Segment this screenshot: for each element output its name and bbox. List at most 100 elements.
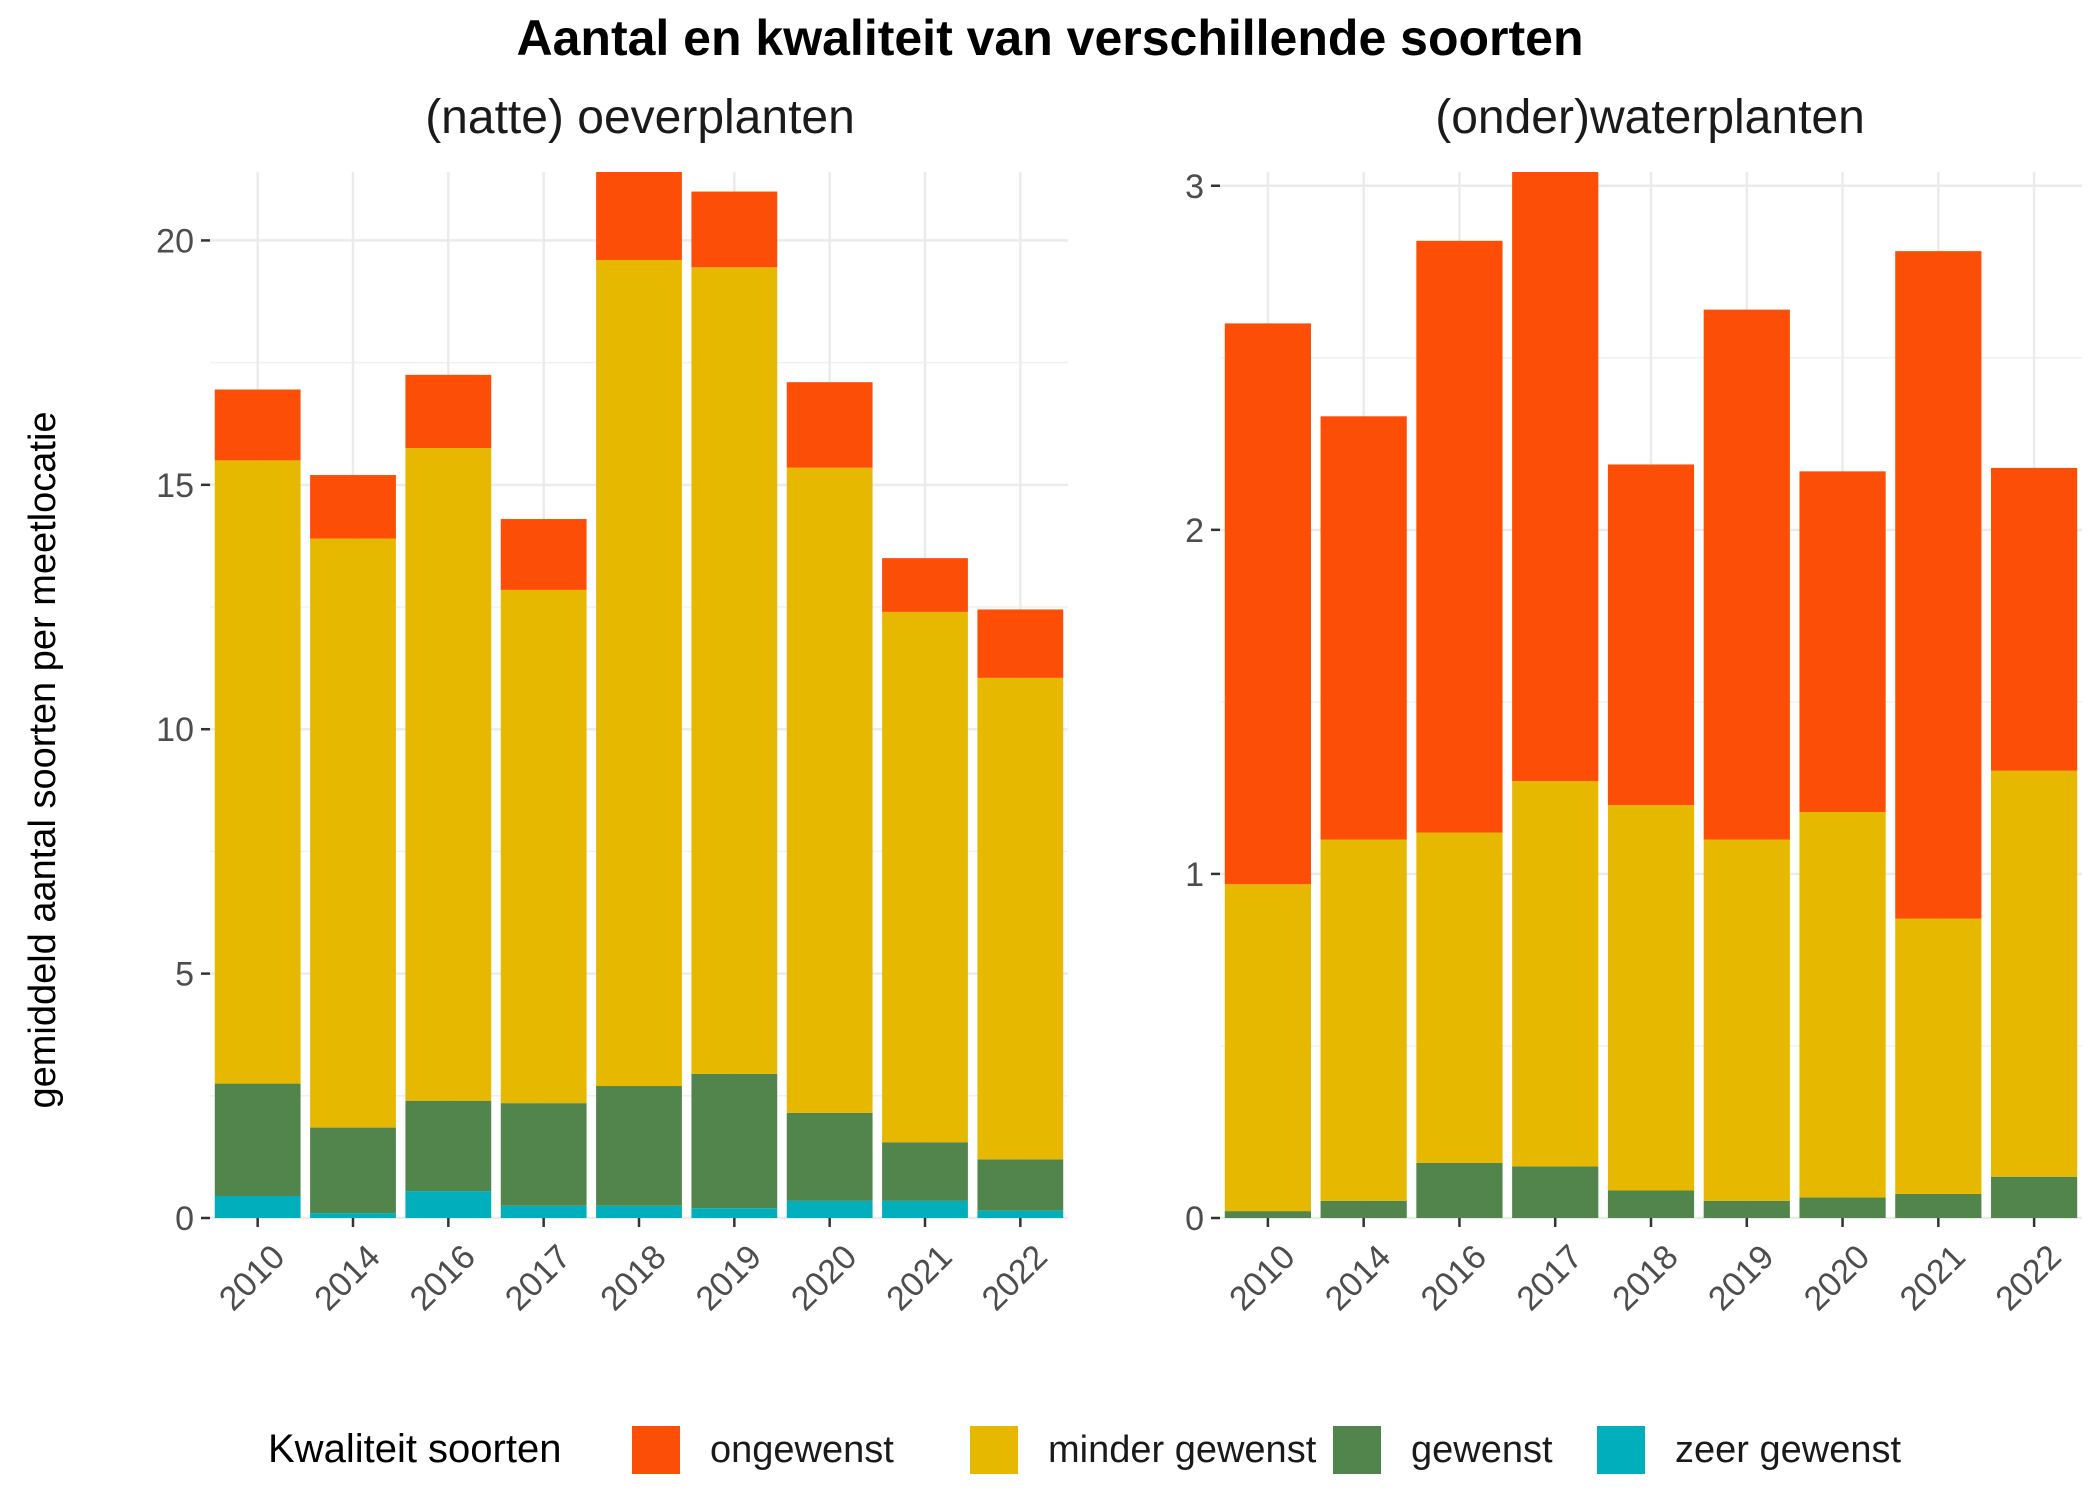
panel-1: (natte) oeverplanten 0 5 10 15 20 2010 2014 2016… <box>156 91 1068 1318</box>
legend-item-gewenst: gewenst <box>1333 1426 1553 1474</box>
legend-label: zeer gewenst <box>1675 1429 1901 1471</box>
bar-zeer-gewenst-2020 <box>786 1200 873 1218</box>
panel-1-x-axis: 2010 2014 2016 2017 2018 2019 2020 2021 2022 <box>212 1218 1055 1318</box>
legend-label: minder gewenst <box>1048 1429 1317 1471</box>
y-tick-label: 0 <box>1185 1200 1204 1238</box>
x-tick-label: 2017 <box>1509 1238 1589 1318</box>
bar-minder-gewenst-2021 <box>882 611 968 1143</box>
x-tick-label: 2016 <box>1414 1238 1494 1318</box>
bar-gewenst-2020 <box>786 1112 873 1201</box>
bar-gewenst-2019 <box>1703 1200 1790 1218</box>
panel-1-bars <box>214 172 1064 1218</box>
x-tick-label: 2010 <box>1222 1238 1302 1318</box>
bar-gewenst-2017 <box>500 1103 587 1206</box>
bar-ongewenst-2019 <box>1703 309 1790 840</box>
bar-minder-gewenst-2018 <box>596 259 682 1087</box>
bar-ongewenst-2022 <box>1991 467 2078 771</box>
legend-item-ongewenst: ongewenst <box>632 1426 894 1474</box>
bar-zeer-gewenst-2021 <box>882 1200 968 1218</box>
x-tick-label: 2018 <box>593 1238 673 1318</box>
bar-ongewenst-2014 <box>310 475 396 539</box>
bar-zeer-gewenst-2022 <box>977 1210 1064 1218</box>
x-tick-label: 2021 <box>879 1238 959 1318</box>
bar-ongewenst-2021 <box>882 558 968 612</box>
y-tick-label: 3 <box>1185 168 1204 206</box>
bar-ongewenst-2010 <box>214 389 301 461</box>
legend-item-minder-gewenst: minder gewenst <box>970 1426 1317 1474</box>
x-tick-label: 2019 <box>1701 1238 1781 1318</box>
x-tick-label: 2020 <box>1797 1238 1877 1318</box>
legend-swatch <box>1597 1426 1645 1474</box>
chart-title: Aantal en kwaliteit van verschillende so… <box>516 10 1583 66</box>
bar-minder-gewenst-2014 <box>310 538 396 1128</box>
legend-label: gewenst <box>1411 1429 1553 1471</box>
bar-gewenst-2020 <box>1799 1197 1886 1218</box>
bar-ongewenst-2022 <box>977 609 1064 678</box>
y-tick-label: 20 <box>156 222 194 260</box>
bar-minder-gewenst-2020 <box>1799 811 1886 1198</box>
bar-gewenst-2022 <box>977 1159 1064 1211</box>
y-tick-label: 10 <box>156 711 194 749</box>
x-tick-label: 2014 <box>307 1238 387 1318</box>
bar-ongewenst-2014 <box>1320 416 1407 840</box>
x-tick-label: 2022 <box>975 1238 1055 1318</box>
bar-gewenst-2018 <box>596 1086 682 1206</box>
bar-minder-gewenst-2014 <box>1320 839 1407 1201</box>
bar-ongewenst-2016 <box>1416 240 1503 833</box>
bar-ongewenst-2017 <box>1512 172 1599 782</box>
bar-gewenst-2018 <box>1607 1190 1695 1218</box>
x-tick-label: 2022 <box>1988 1238 2068 1318</box>
x-tick-label: 2020 <box>784 1238 864 1318</box>
bar-minder-gewenst-2019 <box>691 267 778 1074</box>
bar-zeer-gewenst-2010 <box>214 1196 301 1218</box>
y-tick-label: 5 <box>175 956 194 994</box>
bar-zeer-gewenst-2019 <box>691 1208 778 1218</box>
bar-gewenst-2022 <box>1991 1176 2078 1218</box>
bar-minder-gewenst-2018 <box>1607 805 1695 1191</box>
bar-gewenst-2021 <box>882 1142 968 1201</box>
y-tick-label: 0 <box>175 1200 194 1238</box>
legend-swatch <box>632 1426 680 1474</box>
bar-ongewenst-2019 <box>691 191 778 268</box>
bar-zeer-gewenst-2016 <box>405 1191 492 1218</box>
bar-zeer-gewenst-2014 <box>310 1213 396 1218</box>
panel-1-subtitle: (natte) oeverplanten <box>425 91 855 144</box>
bar-ongewenst-2021 <box>1895 251 1982 919</box>
bar-zeer-gewenst-2017 <box>500 1205 587 1218</box>
bar-minder-gewenst-2022 <box>977 677 1064 1160</box>
bar-gewenst-2021 <box>1895 1193 1982 1218</box>
bar-ongewenst-2018 <box>1607 464 1695 806</box>
bar-gewenst-2010 <box>214 1083 301 1197</box>
bar-minder-gewenst-2016 <box>405 448 492 1101</box>
bar-ongewenst-2020 <box>1799 471 1886 812</box>
x-tick-label: 2016 <box>403 1238 483 1318</box>
panel-2-x-axis: 2010 2014 2016 2017 2018 2019 2020 2021 2022 <box>1222 1218 2069 1318</box>
legend-swatch <box>970 1426 1018 1474</box>
x-tick-label: 2010 <box>212 1238 292 1318</box>
bar-gewenst-2010 <box>1224 1211 1311 1218</box>
bar-minder-gewenst-2010 <box>1224 884 1311 1212</box>
panel-1-y-axis: 0 5 10 15 20 <box>156 222 210 1238</box>
bar-gewenst-2019 <box>691 1073 778 1209</box>
bar-minder-gewenst-2022 <box>1991 770 2078 1177</box>
legend-title: Kwaliteit soorten <box>268 1427 561 1471</box>
bar-ongewenst-2018 <box>596 172 682 260</box>
y-tick-label: 2 <box>1185 512 1204 550</box>
bar-gewenst-2016 <box>1416 1162 1503 1218</box>
bar-zeer-gewenst-2018 <box>596 1205 682 1218</box>
legend-item-zeer-gewenst: zeer gewenst <box>1597 1426 1901 1474</box>
y-tick-label: 15 <box>156 467 194 505</box>
legend-label: ongewenst <box>710 1429 894 1471</box>
bar-gewenst-2014 <box>310 1127 396 1214</box>
y-axis-label: gemiddeld aantal soorten per meetlocatie <box>22 411 64 1108</box>
bar-gewenst-2016 <box>405 1100 492 1192</box>
panel-2-y-axis: 0 1 2 3 <box>1185 168 1220 1238</box>
x-tick-label: 2014 <box>1318 1238 1398 1318</box>
bar-minder-gewenst-2019 <box>1703 839 1790 1201</box>
bar-minder-gewenst-2016 <box>1416 832 1503 1163</box>
y-tick-label: 1 <box>1185 856 1204 894</box>
bar-minder-gewenst-2017 <box>500 589 587 1104</box>
bar-ongewenst-2016 <box>405 374 492 449</box>
